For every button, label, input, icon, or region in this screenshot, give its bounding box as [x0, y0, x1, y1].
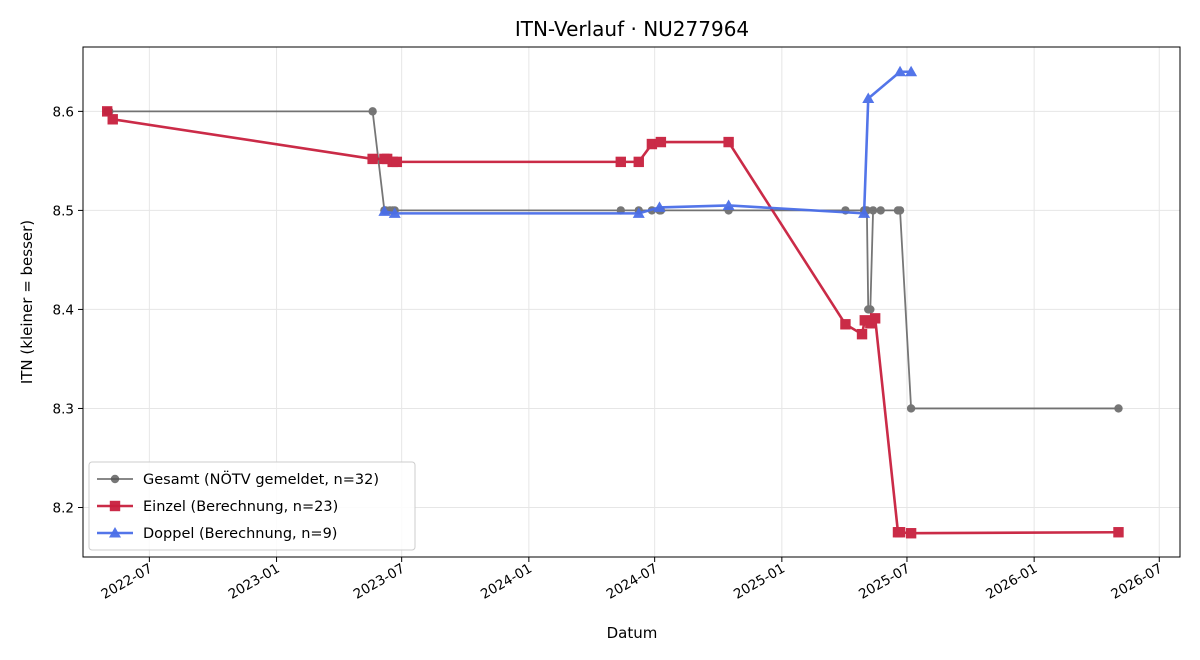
legend-item-gesamt: Gesamt (NÖTV gemeldet, n=32): [97, 470, 379, 488]
data-point-doppel: [388, 207, 401, 218]
data-point-gesamt: [1114, 404, 1123, 413]
data-point-gesamt: [368, 107, 377, 116]
legend-label: Gesamt (NÖTV gemeldet, n=32): [143, 470, 379, 488]
y-tick-label: 8.6: [53, 104, 74, 120]
data-point-einzel: [101, 106, 113, 117]
y-tick-label: 8.3: [53, 401, 74, 417]
data-point-einzel: [107, 114, 118, 125]
data-point-doppel: [894, 65, 907, 77]
data-point-einzel: [723, 136, 734, 148]
data-point-gesamt: [895, 206, 905, 215]
series-layer: [101, 65, 1124, 539]
data-point-einzel: [655, 136, 667, 148]
legend: Gesamt (NÖTV gemeldet, n=32) Einzel (Bere…: [88, 461, 416, 551]
data-point-gesamt: [868, 206, 878, 215]
legend-marker: [109, 527, 121, 538]
plot-frame: [82, 46, 1181, 558]
series-doppel: [378, 65, 918, 218]
data-point-gesamt: [866, 305, 875, 314]
data-point-einzel: [391, 156, 403, 168]
data-point-doppel: [632, 207, 645, 218]
data-point-einzel: [1113, 527, 1124, 538]
legend-marker: [110, 474, 120, 484]
data-point-einzel: [905, 528, 917, 539]
legend-marker: [109, 500, 121, 512]
legend-label: Einzel (Berechnung, n=23): [143, 499, 338, 515]
data-point-doppel: [858, 207, 871, 218]
legend-box: [88, 461, 416, 551]
legend-item-doppel: Doppel (Berechnung, n=9): [97, 526, 337, 542]
data-point-einzel: [633, 156, 644, 168]
data-point-einzel: [869, 313, 881, 324]
y-tick-label: 8.4: [53, 302, 74, 318]
data-point-einzel: [646, 138, 658, 150]
data-point-doppel: [905, 65, 918, 77]
series-einzel: [101, 106, 1124, 539]
data-point-einzel: [859, 315, 870, 326]
data-point-doppel: [378, 205, 391, 216]
data-point-einzel: [840, 319, 851, 330]
y-tick-label: 8.2: [53, 500, 74, 516]
data-point-doppel: [722, 199, 735, 210]
data-point-einzel: [894, 527, 906, 538]
x-axis-label: Datum: [607, 624, 658, 642]
legend-label: Doppel (Berechnung, n=9): [143, 526, 337, 542]
legend-item-einzel: Einzel (Berechnung, n=23): [97, 499, 338, 515]
data-point-gesamt: [906, 404, 916, 413]
data-point-einzel: [856, 328, 868, 340]
data-point-gesamt: [876, 206, 885, 215]
data-point-doppel: [862, 92, 875, 103]
y-axis-ticks: 8.2 8.3 8.4 8.5 8.6: [53, 104, 83, 516]
chart-title: ITN-Verlauf · NU277964: [515, 17, 749, 41]
data-point-einzel: [615, 156, 626, 168]
data-point-doppel: [653, 201, 666, 212]
y-axis-label: ITN (kleiner = besser): [18, 220, 36, 384]
data-point-einzel: [381, 153, 393, 165]
data-point-einzel: [367, 153, 378, 165]
y-tick-label: 8.5: [53, 203, 74, 219]
